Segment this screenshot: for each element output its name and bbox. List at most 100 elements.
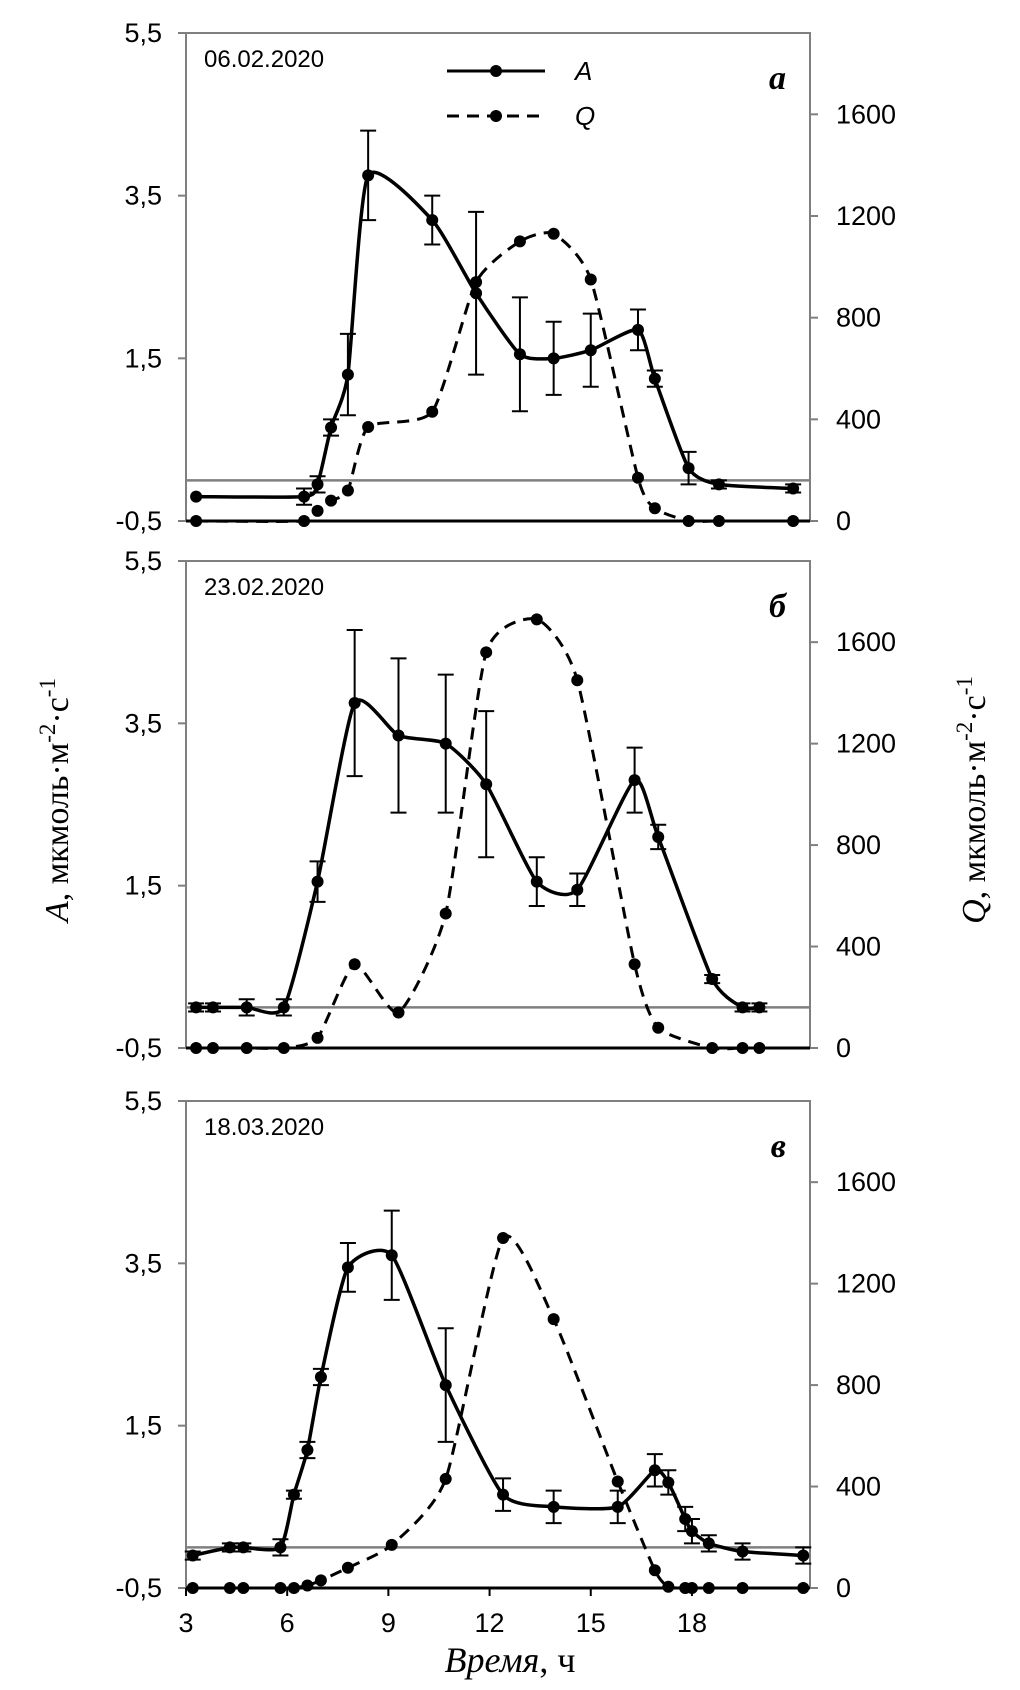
series-a-point	[631, 323, 644, 336]
series-q-point	[325, 494, 338, 507]
series-q-point	[712, 515, 725, 527]
plot-frame	[185, 1100, 811, 1589]
series-a-point	[530, 875, 543, 888]
series-q-point	[206, 1042, 219, 1054]
series-q-point	[237, 1582, 250, 1594]
right-tick-label: 1200	[836, 201, 896, 231]
series-q-point	[287, 1582, 300, 1594]
series-q-point	[439, 1472, 452, 1485]
series-a-point	[706, 973, 719, 986]
series-q-point	[736, 1582, 749, 1594]
series-q-point	[628, 958, 641, 971]
series-q-point	[240, 1042, 253, 1054]
series-q-point	[648, 502, 661, 515]
left-tick-label: 3,5	[124, 181, 162, 211]
series-q-point	[392, 1006, 405, 1019]
series-q-point	[277, 1042, 290, 1054]
right-tick-label: 1600	[836, 99, 896, 129]
series-a-point	[736, 1001, 749, 1014]
x-tick-label: 12	[475, 1608, 505, 1638]
right-tick-label: 0	[836, 1033, 851, 1063]
series-q-point	[736, 1042, 749, 1054]
series-a-point	[628, 774, 641, 787]
series-q-point	[547, 1313, 560, 1326]
y-right-var: Q	[956, 899, 993, 924]
series-a-point	[611, 1500, 624, 1513]
series-a-point	[470, 287, 483, 300]
series-q-point	[787, 515, 800, 527]
plot-frame	[185, 32, 811, 522]
panel-letter: а	[769, 60, 786, 97]
series-q-point	[314, 1574, 327, 1587]
series-q-line	[196, 617, 760, 1051]
legend-label-a: A	[573, 56, 592, 86]
series-a-point	[584, 344, 597, 357]
series-a-point	[301, 1444, 314, 1457]
series-a-point	[385, 1249, 398, 1262]
y-right-unit: , мкмоль·м	[956, 741, 993, 899]
series-q-point	[341, 484, 354, 497]
legend-marker-q	[490, 110, 502, 122]
legend-label-q: Q	[575, 101, 595, 131]
y-right-mid: ·с	[956, 695, 993, 721]
series-q-point	[341, 1561, 354, 1574]
series-q-point	[274, 1582, 287, 1594]
series-a-point	[682, 462, 695, 475]
series-a-point	[311, 478, 324, 491]
right-tick-label: 800	[836, 830, 881, 860]
y-right-exp2: -1	[952, 676, 977, 695]
x-tick-label: 6	[280, 1608, 295, 1638]
series-q-point	[426, 405, 439, 418]
series-a-point	[341, 368, 354, 381]
series-q-point	[702, 1582, 715, 1594]
series-q-point	[497, 1231, 510, 1244]
y-left-exp2: -1	[35, 678, 60, 697]
series-q-point	[301, 1579, 314, 1592]
left-tick-label: 1,5	[124, 871, 162, 901]
series-a-point	[348, 697, 361, 710]
series-a-point	[648, 372, 661, 385]
series-a-point	[497, 1488, 510, 1501]
series-a-point	[206, 1001, 219, 1014]
series-a-point	[277, 1001, 290, 1014]
series-a-point	[480, 778, 493, 791]
series-a-line	[192, 1248, 804, 1558]
series-q-point	[682, 515, 695, 527]
series-a-point	[186, 1549, 199, 1562]
series-a-point	[237, 1541, 250, 1554]
series-q-point	[190, 1042, 203, 1054]
left-tick-label: 5,5	[124, 1086, 162, 1116]
y-left-mid: ·с	[39, 697, 76, 723]
series-a-point	[240, 1001, 253, 1014]
left-tick-label: -0,5	[115, 506, 162, 536]
series-q-point	[662, 1580, 675, 1593]
series-q-point	[571, 674, 584, 687]
panel-letter: б	[769, 588, 788, 625]
series-q-point	[311, 1031, 324, 1044]
series-a-point	[274, 1541, 287, 1554]
series-a-point	[547, 352, 560, 365]
panel-3: 5,5 3,5 1,5 -0,5 1600 1200 800 400 0 3 6 9 12 15 18 18.…	[115, 1086, 896, 1638]
series-q-point	[348, 958, 361, 971]
series-a-line	[196, 698, 760, 1015]
x-tick-label: 18	[677, 1608, 707, 1638]
right-tick-label: 1200	[836, 1269, 896, 1299]
left-tick-label: -0,5	[115, 1573, 162, 1603]
series-a-point	[287, 1488, 300, 1501]
series-a-point	[439, 737, 452, 750]
series-q-point	[385, 1538, 398, 1551]
right-tick-label: 400	[836, 1472, 881, 1502]
y-left-exp1: -2	[35, 724, 60, 743]
series-a-point	[439, 1379, 452, 1392]
right-tick-label: 800	[836, 1370, 881, 1400]
series-q-point	[706, 1042, 719, 1054]
left-tick-label: 3,5	[124, 708, 162, 738]
series-a-point	[392, 729, 405, 742]
series-q-point	[223, 1582, 236, 1594]
series-q-point	[753, 1042, 766, 1054]
series-q-line	[196, 231, 794, 524]
y-axis-label-right: Q, мкмоль·м-2·с-1	[952, 676, 993, 924]
series-a-point	[314, 1370, 327, 1383]
left-tick-label: 1,5	[124, 343, 162, 373]
